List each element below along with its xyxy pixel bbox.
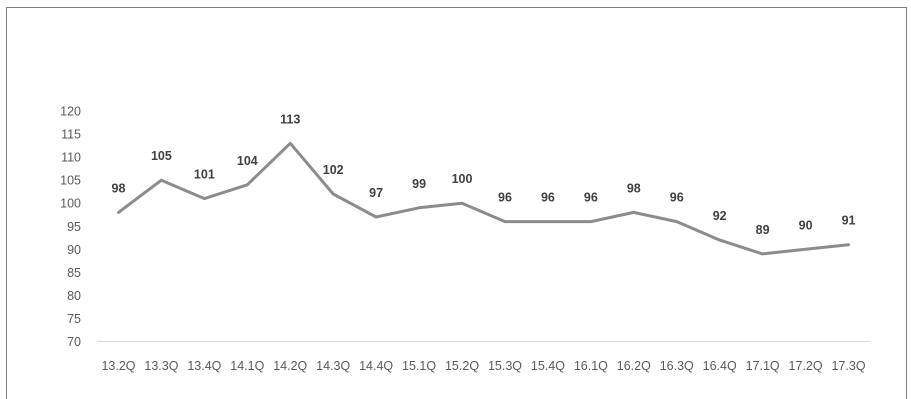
x-tick-label: 16.1Q [574,359,608,373]
data-label: 100 [452,172,473,186]
data-label: 99 [412,177,426,191]
data-label: 113 [280,112,300,126]
y-tick-label: 105 [60,174,81,188]
data-label: 98 [112,181,126,195]
data-label: 98 [627,181,641,195]
y-tick-label: 120 [60,105,81,119]
x-tick-label: 15.2Q [445,359,479,373]
data-label: 104 [237,154,258,168]
data-label: 102 [323,163,344,177]
data-label: 96 [584,191,598,205]
y-tick-label: 85 [67,266,81,280]
data-label: 97 [369,186,383,200]
y-tick-label: 75 [67,312,81,326]
y-tick-label: 95 [67,220,81,234]
y-tick-label: 70 [67,335,81,349]
x-tick-label: 16.2Q [617,359,651,373]
data-label: 105 [151,149,172,163]
y-tick-label: 115 [61,128,81,142]
y-tick-label: 110 [61,151,81,165]
data-label: 90 [799,218,813,232]
data-label: 89 [756,223,770,237]
data-label: 96 [670,191,684,205]
y-tick-label: 80 [67,289,81,303]
x-tick-label: 13.2Q [101,359,135,373]
x-tick-label: 13.3Q [144,359,178,373]
y-tick-label: 90 [67,243,81,257]
data-label: 91 [842,214,856,228]
x-tick-labels: 13.2Q 13.3Q 13.4Q 14.1Q 14.2Q 14.3Q 14.4Q 15.1Q… [101,359,865,373]
data-label: 96 [541,191,555,205]
x-tick-label: 15.3Q [488,359,522,373]
x-tick-label: 14.3Q [316,359,350,373]
series-line [117,141,850,256]
data-label: 96 [498,191,512,205]
x-tick-label: 15.1Q [402,359,436,373]
x-tick-label: 17.3Q [831,359,865,373]
x-tick-label: 14.1Q [230,359,264,373]
x-tick-label: 17.1Q [746,359,780,373]
x-tick-label: 16.3Q [660,359,694,373]
x-tick-label: 16.4Q [703,359,737,373]
data-labels: 98 105 101 104 113 102 97 99 100 96 96 96 98 96 92 89 90… [112,112,856,237]
y-tick-labels: 70 75 80 85 90 95 100 105 110 115 120 [60,105,81,350]
x-tick-label: 15.4Q [531,359,565,373]
x-tick-label: 13.4Q [187,359,221,373]
x-tick-label: 17.2Q [789,359,823,373]
data-label: 92 [713,209,727,223]
x-tick-label: 14.2Q [273,359,307,373]
x-tick-label: 14.4Q [359,359,393,373]
y-tick-label: 100 [60,197,81,211]
data-label: 101 [194,168,215,182]
